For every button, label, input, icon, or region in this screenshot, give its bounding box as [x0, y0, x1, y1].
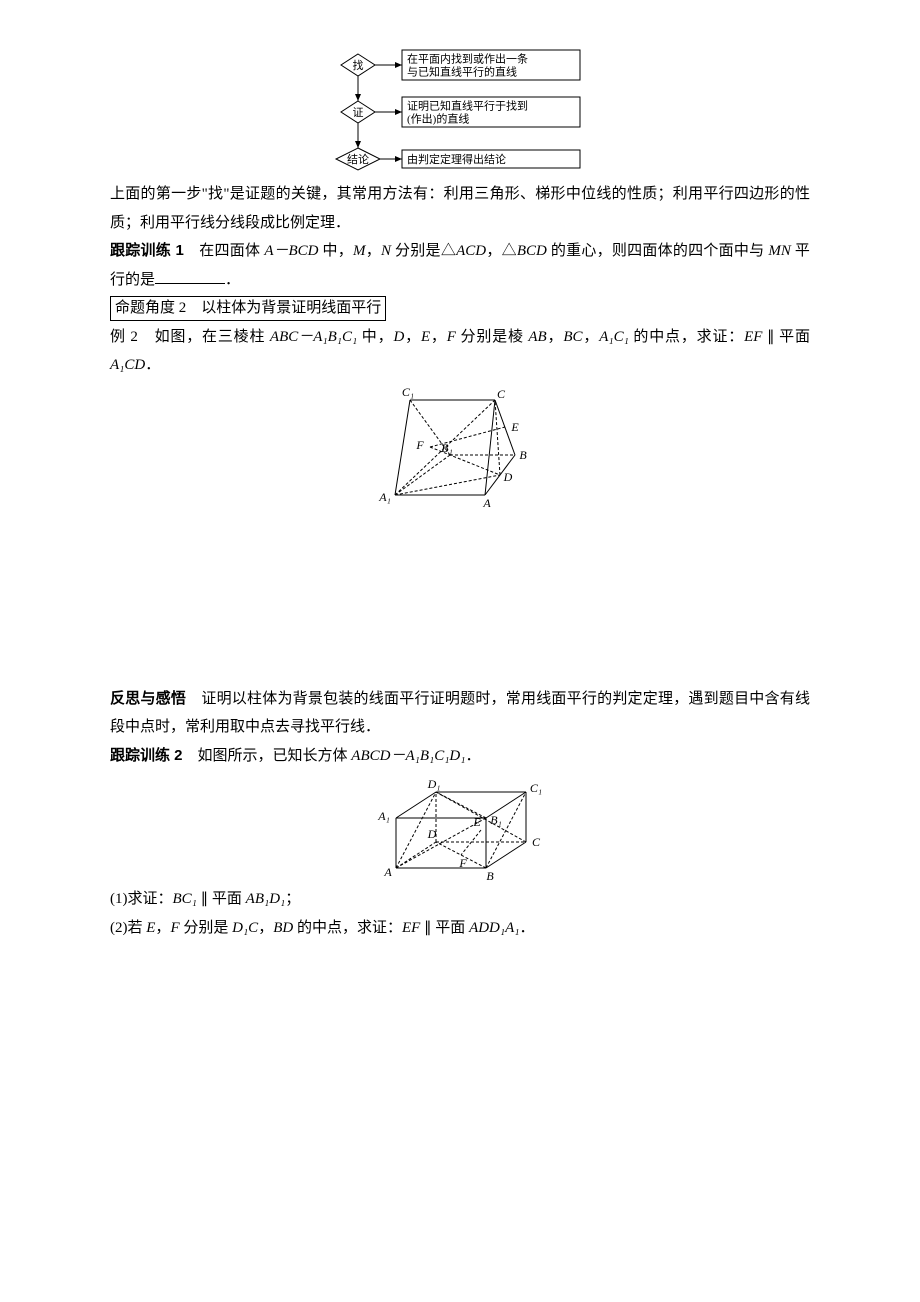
paragraph-1: 上面的第一步"找"是证题的关键，其常用方法有：利用三角形、梯形中位线的性质；利用… [110, 180, 810, 237]
cuboid-svg: A B C D A₁ B₁ C₁ D₁ E F [368, 770, 553, 885]
svg-text:C: C [497, 387, 506, 401]
page: 找证结论 在平面内找到或作出一条与已知直线平行的直线证明已知直线平行于找到(作出)… [0, 0, 920, 1002]
svg-text:证: 证 [353, 106, 364, 119]
svg-text:在平面内找到或作出一条: 在平面内找到或作出一条 [407, 52, 528, 66]
angle2-box: 命题角度 2 以柱体为背景证明线面平行 [110, 296, 386, 321]
svg-text:D: D [503, 470, 513, 484]
reflect: 反思与感悟 证明以柱体为背景包装的线面平行证明题时，常用线面平行的判定定理，遇到… [110, 685, 810, 742]
svg-text:E: E [510, 420, 519, 434]
q2: (2)若 E，F 分别是 D₁C，BD 的中点，求证：EF ∥ 平面 ADD₁A… [110, 914, 810, 943]
svg-text:B: B [486, 869, 494, 883]
svg-text:E: E [472, 815, 481, 829]
flowchart-svg: 找证结论 在平面内找到或作出一条与已知直线平行的直线证明已知直线平行于找到(作出)… [320, 40, 600, 180]
reflect-text: 证明以柱体为背景包装的线面平行证明题时，常用线面平行的判定定理，遇到题目中含有线… [110, 691, 810, 736]
svg-text:结论: 结论 [347, 152, 369, 166]
svg-text:由判定定理得出结论: 由判定定理得出结论 [407, 152, 506, 166]
svg-text:A₁: A₁ [377, 809, 390, 823]
prism-svg: A₁ B₁ C₁ A B C D E F [375, 380, 545, 515]
svg-text:B₁: B₁ [490, 813, 502, 827]
svg-text:D: D [426, 827, 436, 841]
svg-text:与已知直线平行的直线: 与已知直线平行的直线 [407, 65, 517, 79]
svg-text:找: 找 [353, 58, 364, 72]
track1-label: 跟踪训练 1 [110, 242, 184, 259]
svg-text:证明已知直线平行于找到: 证明已知直线平行于找到 [407, 99, 528, 113]
svg-text:C₁: C₁ [402, 385, 414, 399]
svg-text:A: A [482, 496, 491, 510]
track2: 跟踪训练 2 如图所示，已知长方体 ABCD－A₁B₁C₁D₁． [110, 742, 810, 771]
cuboid-figure: A B C D A₁ B₁ C₁ D₁ E F [110, 770, 810, 885]
track2-label: 跟踪训练 2 [110, 747, 183, 764]
svg-text:C: C [531, 835, 540, 849]
svg-text:F: F [415, 438, 424, 452]
spacer [110, 515, 810, 685]
svg-text:B₁: B₁ [441, 441, 453, 455]
blank-answer [155, 268, 225, 284]
prism-figure: A₁ B₁ C₁ A B C D E F [110, 380, 810, 515]
q1: (1)求证：BC₁ ∥ 平面 AB₁D₁； [110, 885, 810, 914]
reflect-label: 反思与感悟 [110, 690, 186, 707]
svg-text:A₁: A₁ [378, 490, 391, 504]
svg-text:(作出)的直线: (作出)的直线 [407, 112, 469, 126]
ex2-label: 例 2 [110, 329, 138, 345]
example2: 例 2 如图，在三棱柱 ABC－A₁B₁C₁ 中，D，E，F 分别是棱 AB，B… [110, 323, 810, 380]
boxed-heading-2: 命题角度 2 以柱体为背景证明线面平行 [110, 294, 810, 323]
svg-text:D₁: D₁ [426, 777, 440, 791]
track1: 跟踪训练 1 在四面体 A－BCD 中，M，N 分别是△ACD，△BCD 的重心… [110, 237, 810, 294]
svg-text:F: F [458, 856, 467, 870]
flowchart-wrapper: 找证结论 在平面内找到或作出一条与已知直线平行的直线证明已知直线平行于找到(作出)… [110, 40, 810, 180]
svg-text:C₁: C₁ [529, 781, 541, 795]
svg-text:A: A [383, 865, 392, 879]
svg-text:B: B [519, 448, 527, 462]
